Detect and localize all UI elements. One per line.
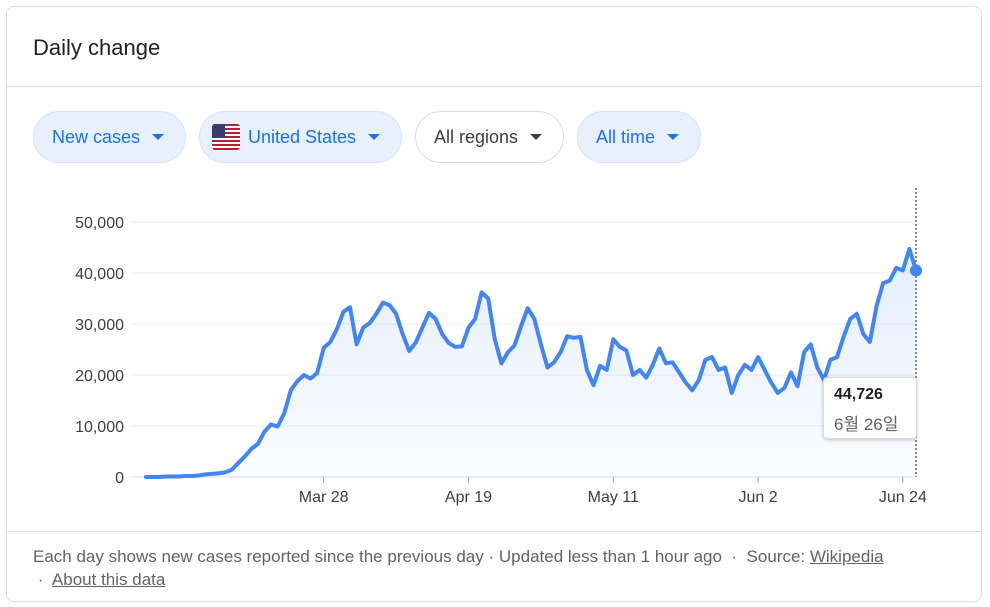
x-tick-label: Apr 19 xyxy=(445,489,492,506)
metric-filter-label: New cases xyxy=(52,126,141,147)
series-line xyxy=(144,246,918,479)
region-filter-chip[interactable]: All regions xyxy=(415,111,564,163)
x-tick-label: Jun 24 xyxy=(879,489,927,506)
range-filter-label: All time xyxy=(596,126,656,147)
y-axis: 0 10,000 20,000 30,000 40,000 50,000 xyxy=(75,215,124,487)
footer-description: Each day shows new cases reported since … xyxy=(33,547,484,566)
footer-separator: · xyxy=(488,547,495,566)
country-filter-chip[interactable]: United States xyxy=(199,111,402,163)
header-divider xyxy=(7,86,981,87)
footer-source-label: Source: xyxy=(746,547,806,566)
y-tick-label: 10,000 xyxy=(75,419,124,436)
y-tick-label: 30,000 xyxy=(75,317,124,334)
about-data-link[interactable]: About this data xyxy=(51,570,166,589)
series-area xyxy=(146,248,916,477)
footer-separator: · xyxy=(37,570,44,589)
y-tick-label: 0 xyxy=(115,470,124,487)
hover-point xyxy=(910,264,922,277)
chevron-down-icon xyxy=(530,134,543,140)
chevron-down-icon xyxy=(152,134,165,140)
x-tick-label: Mar 28 xyxy=(299,489,349,506)
chevron-down-icon xyxy=(667,134,680,140)
wikipedia-link[interactable]: Wikipedia xyxy=(809,547,884,566)
country-filter-label: United States xyxy=(248,126,357,147)
metric-filter-chip[interactable]: New cases xyxy=(33,111,186,163)
y-tick-label: 50,000 xyxy=(75,215,124,232)
footer-divider xyxy=(7,531,981,532)
x-tick-label: Jun 2 xyxy=(738,489,777,506)
tooltip-value: 44,726 xyxy=(834,386,883,403)
x-tick-label: May 11 xyxy=(588,489,639,506)
tooltip: 44,726 6월 26일 xyxy=(823,377,917,439)
range-filter-chip[interactable]: All time xyxy=(577,111,701,163)
y-tick-label: 20,000 xyxy=(75,368,124,385)
x-axis: Mar 28 Apr 19 May 11 Jun 2 Jun 24 xyxy=(299,477,927,506)
daily-change-card: Daily change New cases United States All… xyxy=(6,6,982,602)
footer-updated: Updated less than 1 hour ago xyxy=(498,547,722,566)
us-flag-icon xyxy=(212,124,240,150)
footer-separator: · xyxy=(731,547,738,566)
tooltip-date: 6월 26일 xyxy=(834,415,899,434)
footer: Each day shows new cases reported since … xyxy=(33,545,953,591)
card-title: Daily change xyxy=(33,35,161,60)
y-tick-label: 40,000 xyxy=(75,266,124,283)
chevron-down-icon xyxy=(368,134,381,140)
region-filter-label: All regions xyxy=(434,126,519,147)
